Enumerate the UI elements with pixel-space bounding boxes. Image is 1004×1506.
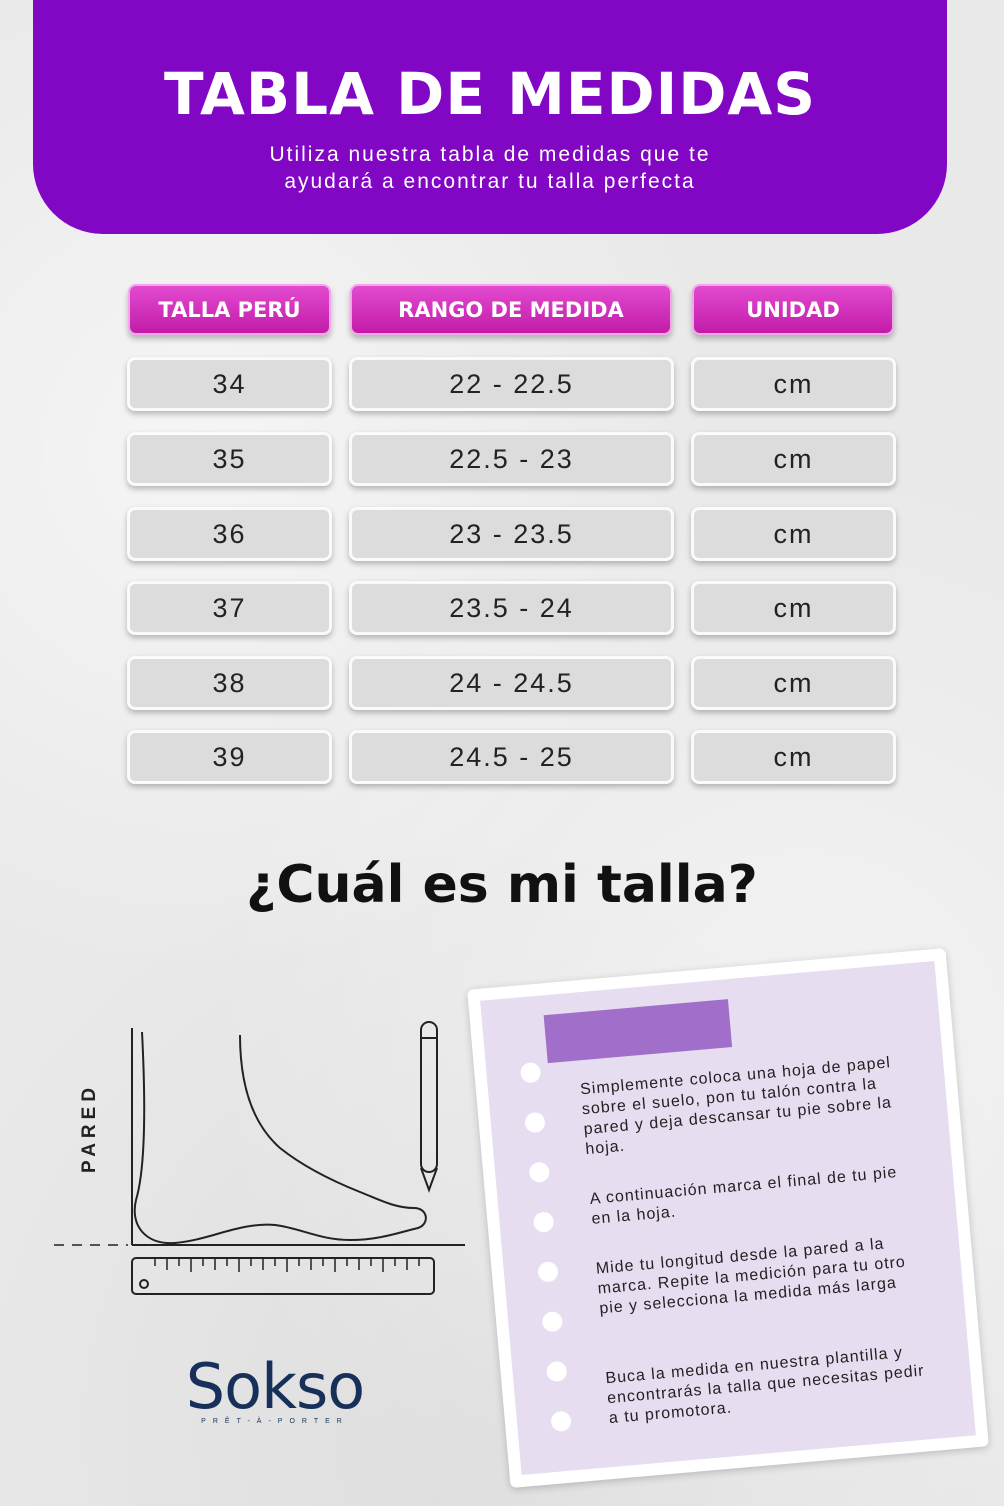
- binder-hole: [545, 1360, 568, 1383]
- binder-hole: [528, 1161, 551, 1184]
- header-unidad: UNIDAD: [692, 284, 894, 335]
- table-cell-range: 24.5 - 25: [349, 730, 674, 784]
- binder-hole: [524, 1111, 546, 1134]
- table-cell-unit: cm: [691, 432, 896, 486]
- subtitle-line-1: Utiliza nuestra tabla de medidas que te: [269, 143, 711, 166]
- foot-measurement-illustration: [54, 1021, 465, 1295]
- table-cell-size: 34: [127, 357, 332, 411]
- table-cell-range: 22 - 22.5: [349, 357, 674, 411]
- table-cell-size: 39: [127, 730, 332, 784]
- instruction-step-1: Simplemente coloca una hoja de papel sob…: [579, 1054, 893, 1159]
- subtitle-line-2: ayudará a encontrar tu talla perfecta: [284, 170, 696, 193]
- page-subtitle: Utiliza nuestra tabla de medidas que te …: [33, 141, 947, 195]
- table-cell-range: 23 - 23.5: [349, 507, 674, 561]
- binder-hole: [519, 1061, 542, 1084]
- table-cell-unit: cm: [691, 507, 896, 561]
- table-cell-size: 36: [127, 507, 332, 561]
- table-cell-range: 22.5 - 23: [349, 432, 674, 486]
- logo-tagline: PRÊT-À-PORTER: [201, 1418, 349, 1425]
- instruction-step-3: Mide tu longitud desde la pared a la mar…: [595, 1235, 907, 1318]
- header-banner: TABLA DE MEDIDAS Utiliza nuestra tabla d…: [33, 0, 947, 234]
- binder-hole: [541, 1310, 564, 1333]
- table-cell-size: 35: [127, 432, 332, 486]
- table-cell-unit: cm: [691, 656, 896, 710]
- question-heading: ¿Cuál es mi talla?: [246, 855, 758, 915]
- note-paper: Simplemente coloca una hoja de papel sob…: [480, 961, 976, 1475]
- binder-hole: [550, 1410, 572, 1433]
- sokso-logo: Sokso PRÊT-À-PORTER: [170, 1350, 380, 1426]
- binder-hole: [537, 1261, 559, 1283]
- tape-strip: [543, 999, 733, 1064]
- table-cell-unit: cm: [691, 730, 896, 784]
- instructions-note-card: Simplemente coloca una hoja de papel sob…: [467, 948, 989, 1488]
- table-cell-size: 38: [127, 656, 332, 710]
- table-cell-unit: cm: [691, 357, 896, 411]
- table-cell-unit: cm: [691, 581, 896, 635]
- instruction-step-4: Buca la medida en nuestra plantilla y en…: [604, 1344, 926, 1428]
- instruction-step-2: A continuación marca el final de tu pie …: [589, 1164, 898, 1228]
- header-rango-de-medida: RANGO DE MEDIDA: [350, 284, 672, 335]
- table-cell-range: 24 - 24.5: [349, 656, 674, 710]
- table-cell-range: 23.5 - 24: [349, 581, 674, 635]
- logo-wordmark: Sokso: [185, 1350, 365, 1423]
- page-title: TABLA DE MEDIDAS: [163, 60, 817, 128]
- header-talla-peru: TALLA PERÚ: [128, 284, 331, 335]
- table-cell-size: 37: [127, 581, 332, 635]
- binder-hole: [532, 1211, 555, 1233]
